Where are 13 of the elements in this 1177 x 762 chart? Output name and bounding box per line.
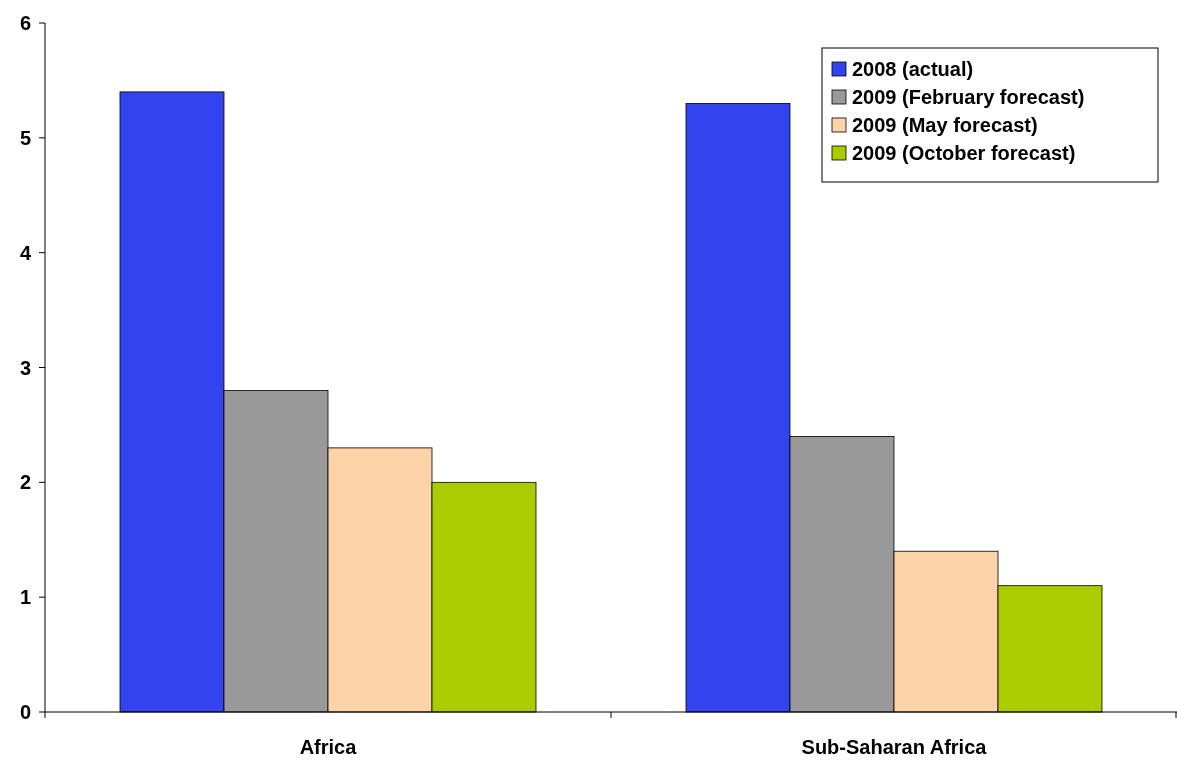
legend-label: 2009 (February forecast) <box>852 86 1085 108</box>
x-tick-label: Africa <box>299 736 358 758</box>
y-tick-label: 3 <box>19 356 31 379</box>
legend-label: 2009 (May forecast) <box>852 114 1038 136</box>
y-tick-label: 5 <box>19 126 31 149</box>
y-tick-label: 6 <box>19 12 31 34</box>
y-tick-label: 4 <box>19 241 32 264</box>
y-tick-label: 1 <box>19 586 31 609</box>
x-tick-label: Sub-Saharan Africa <box>801 736 988 758</box>
y-tick-label: 0 <box>19 701 31 723</box>
legend-label: 2009 (October forecast) <box>852 142 1076 164</box>
legend-label: 2008 (actual) <box>852 58 974 80</box>
y-tick-label: 2 <box>19 471 31 494</box>
